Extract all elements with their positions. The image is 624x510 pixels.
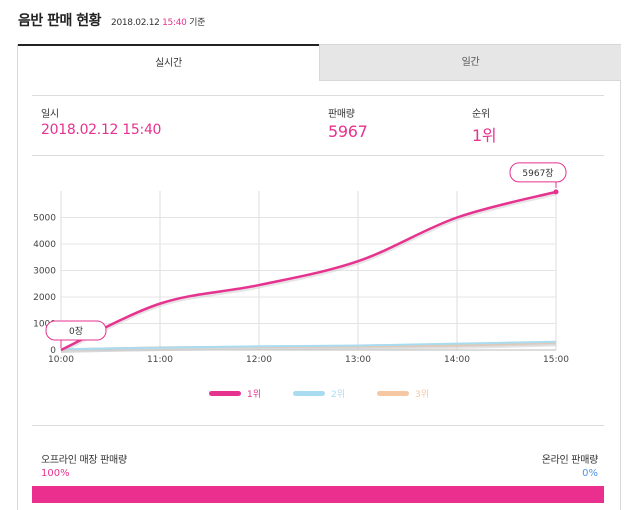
series-line-2	[60, 340, 557, 351]
timestamp: 2018.02.12 15:40 기준	[111, 15, 205, 28]
page-title: 음반 판매 현황	[18, 13, 102, 29]
series-end-dot	[553, 189, 559, 195]
y-tick-label: 3000	[33, 267, 56, 277]
chart-legend: 1위 2위 3위	[18, 385, 620, 401]
legend-label: 3위	[415, 389, 430, 400]
callout-label: 0장	[69, 326, 83, 337]
timestamp-suffix: 기준	[189, 18, 206, 28]
divider	[32, 155, 604, 156]
x-tick-label: 11:00	[147, 355, 173, 365]
divider	[32, 95, 604, 96]
legend-swatch	[292, 390, 325, 396]
x-tick-label: 10:00	[48, 355, 74, 365]
stat-datetime-value: 2018.02.12 15:40	[41, 122, 162, 138]
offline-sales-label: 오프라인 매장 판매량	[41, 455, 127, 466]
data-callout: 0장	[45, 320, 107, 348]
sales-line-chart: 0 1000 2000 3000 4000 5000 10:00 11:00 12:00 13:0…	[33, 162, 569, 365]
tab-daily[interactable]: 일간	[319, 45, 621, 81]
offline-ratio-fill	[32, 486, 604, 503]
data-callout: 5967장	[509, 162, 567, 188]
stat-datetime-label: 일시	[41, 109, 59, 120]
stat-rank-label: 순위	[472, 109, 490, 120]
y-tick-label: 2000	[33, 293, 56, 303]
legend-label: 2위	[330, 389, 345, 400]
timestamp-time: 15:40	[162, 18, 187, 28]
stat-sales: 판매량 5967	[328, 105, 368, 141]
legend-item: 1위	[208, 387, 261, 400]
offline-sales-value: 100%	[41, 468, 70, 479]
callout-box	[45, 320, 107, 341]
online-sales-value: 0%	[582, 468, 598, 479]
tab-bar: 실시간 일간	[18, 44, 621, 83]
header: 음반 판매 현황 2018.02.12 15:40 기준	[18, 10, 205, 30]
x-tick-label: 15:00	[543, 355, 569, 365]
legend-swatch	[208, 390, 241, 396]
stat-sales-value: 5967	[328, 122, 368, 141]
legend-swatch	[377, 390, 409, 396]
stat-rank: 순위 1위	[472, 105, 497, 146]
callout-box	[509, 162, 567, 183]
y-tick-label: 4000	[33, 240, 56, 250]
stat-sales-label: 판매량	[328, 109, 355, 120]
callout-label: 5967장	[522, 168, 553, 179]
online-sales-label: 온라인 판매량	[541, 455, 599, 466]
series-shadow	[60, 192, 557, 354]
tab-realtime[interactable]: 실시간	[18, 44, 319, 83]
divider	[32, 425, 604, 426]
series-shadow	[60, 342, 557, 353]
sales-ratio-bar	[32, 486, 604, 503]
legend-item: 3위	[377, 387, 429, 400]
y-tick-label: 0	[50, 346, 56, 356]
x-tick-label: 12:00	[246, 355, 272, 365]
x-tick-label: 14:00	[444, 355, 470, 365]
x-tick-label: 13:00	[345, 355, 371, 365]
legend-label: 1위	[246, 389, 261, 400]
stat-datetime: 일시 2018.02.12 15:40	[41, 105, 161, 138]
stat-rank-value: 1위	[472, 126, 497, 145]
y-tick-label: 5000	[33, 214, 56, 224]
series-line-1	[60, 190, 557, 352]
y-tick-label: 1000	[33, 320, 56, 330]
sales-panel: 실시간 일간 일시 2018.02.12 15:40 판매량 5967 순위 1…	[17, 44, 621, 510]
legend-item: 2위	[292, 387, 345, 400]
timestamp-date: 2018.02.12	[111, 18, 160, 28]
